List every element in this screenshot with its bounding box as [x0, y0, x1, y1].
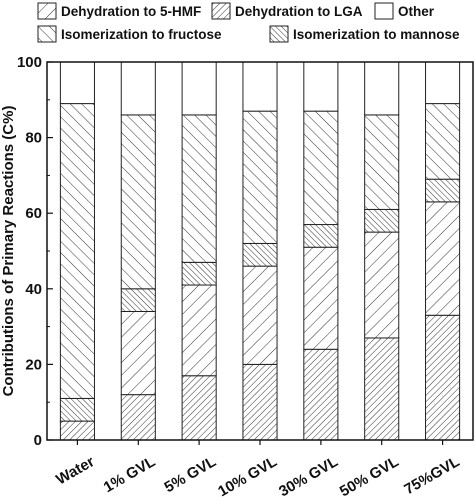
x-tick-label: 50% GVL [337, 453, 402, 500]
legend-label: Dehydration to 5-HMF [61, 4, 201, 19]
bar-75pctgvl-other [426, 62, 460, 104]
y-tick-label: 0 [34, 432, 42, 449]
bar-5pct-gvl-dehydration-to-5-hmf [182, 285, 216, 376]
legend-item-isomerization-to-mannose: Isomerization to mannose [270, 26, 460, 42]
legend-swatch [212, 3, 230, 19]
bar-75pctgvl-dehydration-to-lga [426, 315, 460, 440]
bar-10pct-gvl-isomerization-to-mannose [243, 243, 277, 266]
x-tick-label: 1% GVL [101, 453, 159, 496]
bar-water-isomerization-to-fructose [60, 104, 94, 399]
bars-group [60, 62, 459, 440]
bar-10pct-gvl-other [243, 62, 277, 111]
x-tick-label: Water [53, 453, 97, 488]
bar-1pct-gvl-isomerization-to-mannose [121, 289, 155, 312]
bar-75pctgvl-isomerization-to-fructose [426, 104, 460, 180]
legend-item-other: Other [375, 3, 435, 19]
legend-swatch [375, 3, 393, 19]
bar-30pct-gvl-dehydration-to-5-hmf [304, 247, 338, 349]
legend-swatch [38, 26, 56, 42]
legend-swatch [38, 3, 56, 19]
bar-75pctgvl-isomerization-to-mannose [426, 179, 460, 202]
bar-30pct-gvl-isomerization-to-fructose [304, 111, 338, 224]
bar-10pct-gvl-isomerization-to-fructose [243, 111, 277, 243]
legend-item-dehydration-to-lga: Dehydration to LGA [212, 3, 363, 19]
bar-5pct-gvl-dehydration-to-lga [182, 376, 216, 440]
x-tick-label: 10% GVL [215, 453, 280, 500]
legend: Dehydration to 5-HMF Dehydration to LGA Ot… [38, 3, 460, 42]
legend-item-dehydration-to-5-hmf: Dehydration to 5-HMF [38, 3, 201, 19]
x-tick-label: 30% GVL [276, 453, 341, 500]
bar-5pct-gvl-isomerization-to-fructose [182, 115, 216, 262]
legend-label: Dehydration to LGA [235, 4, 363, 19]
bar-water-dehydration-to-lga [60, 421, 94, 440]
bar-50pct-gvl-other [365, 62, 399, 115]
bar-50pct-gvl-dehydration-to-lga [365, 338, 399, 440]
bar-10pct-gvl-dehydration-to-5-hmf [243, 266, 277, 364]
y-tick-label: 80 [25, 130, 42, 147]
bar-50pct-gvl-dehydration-to-5-hmf [365, 232, 399, 338]
bar-5pct-gvl-other [182, 62, 216, 115]
legend-label: Other [398, 4, 435, 19]
x-tick-label: 75%GVL [401, 453, 462, 498]
y-tick-label: 20 [25, 356, 42, 373]
bar-50pct-gvl-isomerization-to-mannose [365, 209, 399, 232]
y-tick-label: 40 [25, 281, 42, 298]
x-tick-label: 5% GVL [162, 453, 220, 496]
bar-1pct-gvl-dehydration-to-5-hmf [121, 311, 155, 394]
bar-water-other [60, 62, 94, 104]
bar-50pct-gvl-isomerization-to-fructose [365, 115, 399, 210]
bar-1pct-gvl-isomerization-to-fructose [121, 115, 155, 289]
bar-1pct-gvl-dehydration-to-lga [121, 395, 155, 440]
y-axis-title: Contributions of Primary Reactions (C%) [0, 106, 17, 397]
bar-10pct-gvl-dehydration-to-lga [243, 364, 277, 440]
bar-30pct-gvl-other [304, 62, 338, 111]
bar-75pctgvl-dehydration-to-5-hmf [426, 202, 460, 315]
legend-label: Isomerization to mannose [293, 27, 460, 42]
legend-item-isomerization-to-fructose: Isomerization to fructose [38, 26, 222, 42]
legend-swatch [270, 26, 288, 42]
bar-5pct-gvl-isomerization-to-mannose [182, 262, 216, 285]
y-tick-label: 100 [17, 54, 42, 71]
bar-30pct-gvl-isomerization-to-mannose [304, 225, 338, 248]
bar-1pct-gvl-other [121, 62, 155, 115]
legend-label: Isomerization to fructose [61, 27, 222, 42]
bar-water-isomerization-to-mannose [60, 398, 94, 421]
bar-30pct-gvl-dehydration-to-lga [304, 349, 338, 440]
y-tick-label: 60 [25, 205, 42, 222]
